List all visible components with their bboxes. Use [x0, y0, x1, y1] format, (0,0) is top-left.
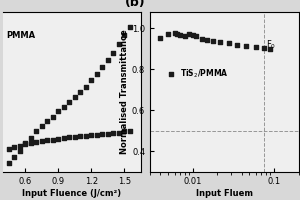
- X-axis label: Input Fluence (J/cm²): Input Fluence (J/cm²): [22, 189, 122, 198]
- Point: [89, 133, 94, 136]
- X-axis label: Input Fluem: Input Fluem: [196, 189, 253, 198]
- Point: [100, 132, 105, 135]
- Point: [194, 35, 198, 38]
- Point: [34, 141, 38, 144]
- Point: [111, 51, 116, 54]
- Point: [122, 34, 127, 37]
- Point: [56, 110, 61, 113]
- Text: TiS$_2$/PMMA: TiS$_2$/PMMA: [180, 67, 228, 80]
- Y-axis label: Normalised Transmittance: Normalised Transmittance: [120, 30, 129, 154]
- Point: [254, 45, 258, 48]
- Point: [200, 37, 204, 40]
- Point: [190, 33, 195, 36]
- Text: (b): (b): [125, 0, 146, 9]
- Point: [116, 42, 121, 46]
- Point: [61, 136, 66, 139]
- Point: [172, 31, 177, 34]
- Point: [50, 115, 55, 118]
- Point: [106, 58, 110, 62]
- Point: [28, 142, 33, 145]
- Point: [128, 25, 132, 29]
- Point: [28, 136, 33, 139]
- Point: [94, 72, 99, 75]
- Point: [111, 131, 116, 134]
- Point: [205, 38, 209, 41]
- Point: [166, 32, 170, 35]
- Point: [39, 139, 44, 143]
- Point: [67, 135, 72, 138]
- Point: [211, 39, 216, 42]
- Point: [158, 36, 163, 39]
- Point: [23, 142, 28, 145]
- Text: PMMA: PMMA: [6, 31, 35, 40]
- Text: F$_0$: F$_0$: [266, 39, 276, 51]
- Point: [6, 162, 11, 165]
- Point: [39, 125, 44, 128]
- Point: [78, 134, 83, 137]
- Point: [6, 147, 11, 150]
- Point: [34, 130, 38, 133]
- Point: [100, 66, 105, 69]
- Point: [83, 134, 88, 137]
- Point: [72, 135, 77, 138]
- Point: [45, 138, 50, 142]
- Point: [83, 85, 88, 88]
- Point: [178, 33, 182, 36]
- Point: [12, 155, 16, 159]
- Point: [56, 137, 61, 141]
- Point: [268, 47, 273, 51]
- Point: [172, 72, 177, 75]
- Point: [89, 79, 94, 82]
- Point: [175, 32, 180, 35]
- Point: [128, 130, 132, 133]
- Point: [235, 43, 239, 46]
- Point: [261, 46, 266, 49]
- Point: [23, 143, 28, 146]
- Point: [78, 90, 83, 94]
- Point: [12, 146, 16, 149]
- Point: [67, 100, 72, 103]
- Point: [72, 96, 77, 99]
- Point: [122, 130, 127, 133]
- Point: [169, 72, 174, 75]
- Point: [243, 44, 248, 47]
- Point: [94, 133, 99, 136]
- Point: [61, 105, 66, 109]
- Point: [106, 132, 110, 135]
- Point: [182, 34, 187, 37]
- Point: [17, 149, 22, 152]
- Point: [17, 145, 22, 148]
- Point: [50, 138, 55, 142]
- Point: [116, 131, 121, 134]
- Point: [45, 119, 50, 122]
- Point: [186, 32, 191, 35]
- Point: [218, 40, 223, 43]
- Point: [226, 42, 231, 45]
